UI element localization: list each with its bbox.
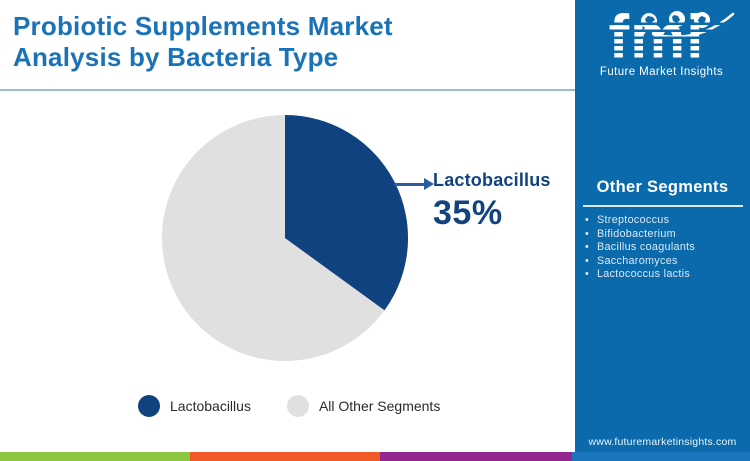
other-segments-list: Streptococcus Bifidobacterium Bacillus c… bbox=[575, 214, 750, 282]
footer-stripe-green bbox=[0, 452, 190, 461]
fmi-logo: fmi Future Market Insights bbox=[575, 0, 750, 90]
fmi-logo-stripes bbox=[575, 18, 750, 70]
list-item: Bacillus coagulants bbox=[585, 241, 750, 255]
list-item: Bifidobacterium bbox=[585, 228, 750, 242]
chart-legend: Lactobacillus All Other Segments bbox=[138, 395, 440, 417]
legend-item-all-other-segments: All Other Segments bbox=[286, 395, 441, 417]
page-title: Probiotic Supplements Market Analysis by… bbox=[13, 11, 393, 73]
legend-dot-lactobacillus bbox=[138, 395, 160, 417]
footer-stripe-blue bbox=[572, 452, 750, 461]
footer-stripe-purple bbox=[380, 452, 572, 461]
pie-chart bbox=[160, 113, 410, 363]
legend-label: All Other Segments bbox=[318, 398, 441, 414]
sidebar: fmi Future Market Insights Other Segment… bbox=[575, 0, 750, 461]
other-segments-panel: Other Segments Streptococcus Bifidobacte… bbox=[575, 178, 750, 282]
footer-stripe-orange bbox=[190, 452, 380, 461]
list-item: Saccharomyces bbox=[585, 255, 750, 269]
callout-label: Lactobacillus bbox=[433, 170, 551, 190]
pie-svg bbox=[162, 115, 409, 361]
website-url[interactable]: www.futuremarketinsights.com bbox=[588, 436, 737, 448]
title-line-1: Probiotic Supplements Market bbox=[13, 11, 393, 41]
title-line-2: Analysis by Bacteria Type bbox=[13, 42, 339, 72]
legend-dot-all-other-segments bbox=[286, 395, 309, 417]
other-segments-divider bbox=[582, 205, 743, 207]
fmi-logo-name: Future Market Insights bbox=[599, 66, 724, 78]
other-segments-title: Other Segments bbox=[596, 178, 729, 196]
legend-item-lactobacillus: Lactobacillus bbox=[138, 395, 251, 417]
callout-arrow-head-icon bbox=[424, 178, 434, 190]
footer-stripe bbox=[0, 452, 750, 461]
pie-callout: Lactobacillus 35% bbox=[433, 170, 551, 233]
legend-label: Lactobacillus bbox=[170, 398, 251, 414]
title-divider bbox=[0, 89, 575, 91]
pie-slice-lactobacillus bbox=[285, 115, 409, 311]
list-item: Lactococcus lactis bbox=[585, 268, 750, 282]
main-area: Probiotic Supplements Market Analysis by… bbox=[0, 11, 575, 417]
callout-value: 35% bbox=[433, 194, 503, 232]
callout-arrow-line bbox=[394, 183, 425, 186]
list-item: Streptococcus bbox=[585, 214, 750, 228]
